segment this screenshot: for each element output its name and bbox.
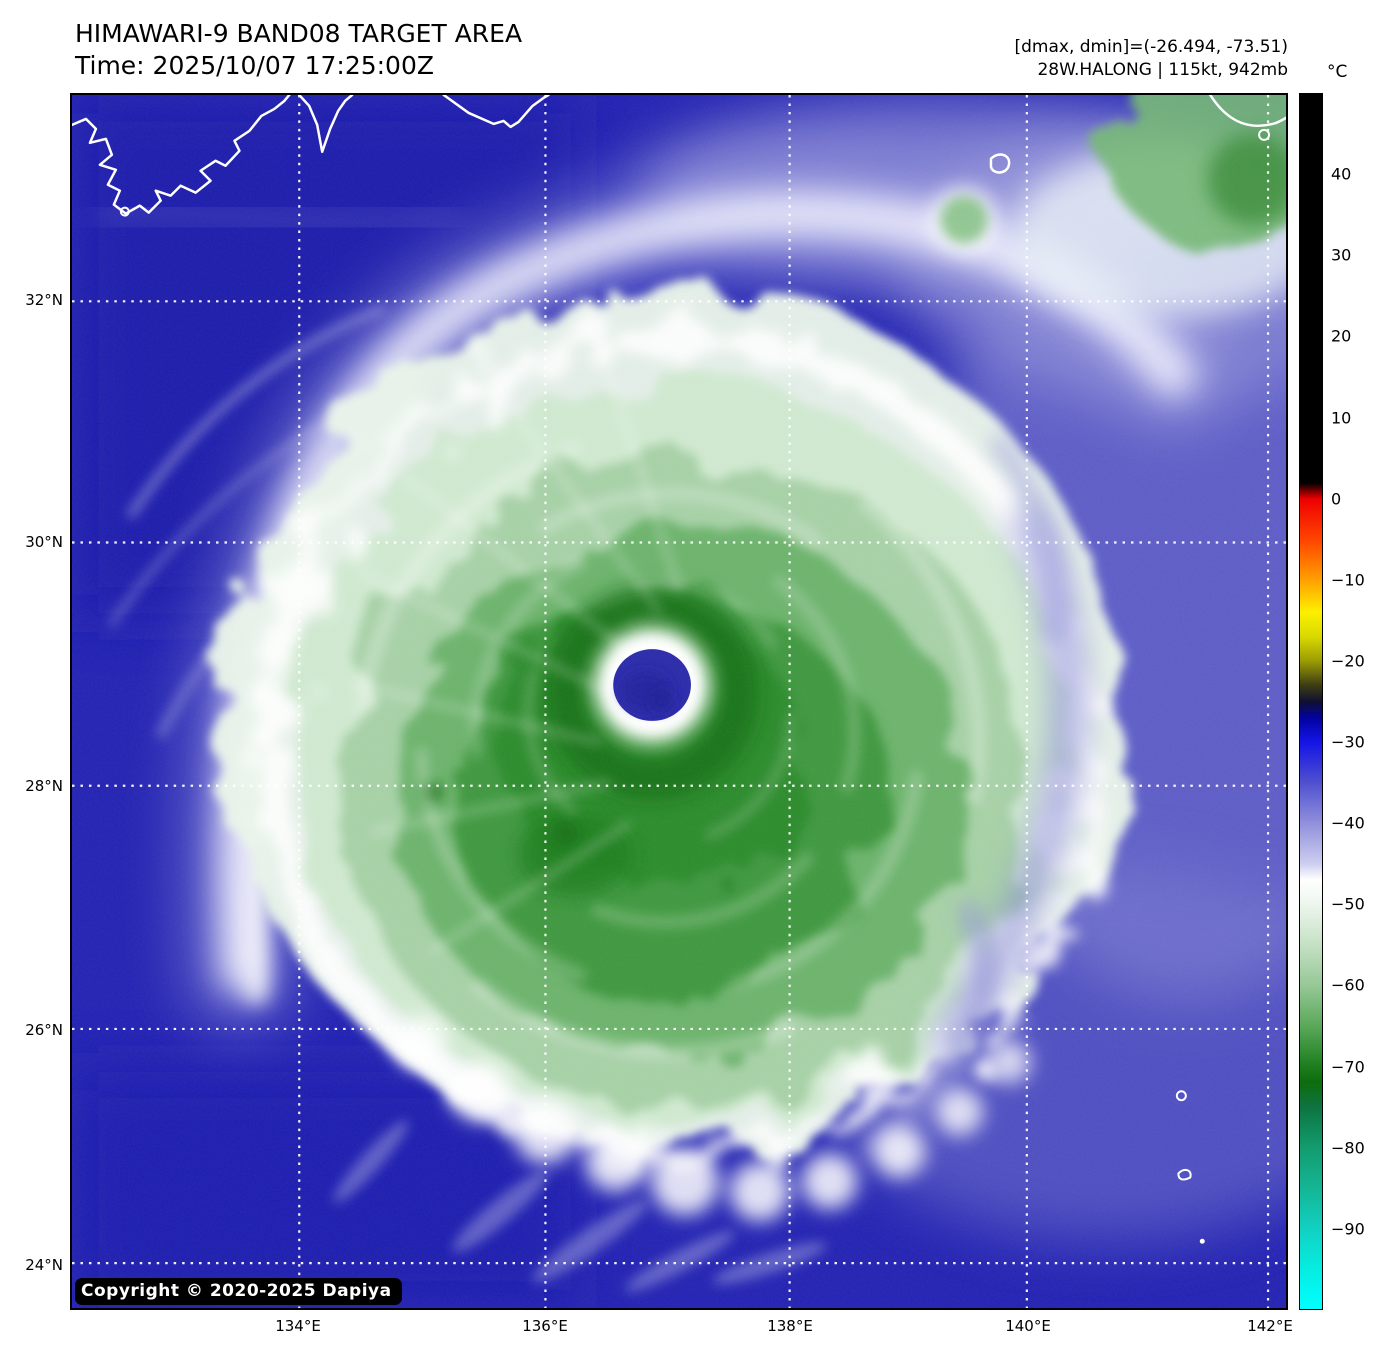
lat-tick-label: 28°N [25,777,63,795]
lat-tick-label: 26°N [25,1021,63,1039]
colorbar-tick-label: −30 [1331,733,1365,752]
satellite-map: Copyright © 2020-2025 Dapiya [70,93,1288,1310]
colorbar-tick-label: −70 [1331,1057,1365,1076]
lat-tick-label: 32°N [25,291,63,309]
image-grain [72,95,1286,1308]
lon-tick-label: 140°E [1005,1317,1051,1335]
copyright-badge: Copyright © 2020-2025 Dapiya [75,1278,402,1305]
colorbar-unit-label: °C [1327,62,1347,82]
storm-info: 28W.HALONG | 115kt, 942mb [1015,59,1289,82]
title-block: HIMAWARI-9 BAND08 TARGET AREA Time: 2025… [75,18,522,82]
colorbar-tick-label: −20 [1331,651,1365,670]
colorbar-tick-label: 20 [1331,327,1351,346]
colorbar-tick-label: −10 [1331,570,1365,589]
lat-tick-label: 30°N [25,533,63,551]
longitude-tick-labels: 134°E136°E138°E140°E142°E [70,1317,1288,1341]
lat-tick-label: 24°N [25,1256,63,1274]
lon-tick-label: 142°E [1247,1317,1293,1335]
lon-tick-label: 136°E [522,1317,568,1335]
info-block: [dmax, dmin]=(-26.494, -73.51) 28W.HALON… [1015,36,1289,82]
colorbar-tick-label: 30 [1331,246,1351,265]
colorbar-tick-label: −40 [1331,814,1365,833]
lon-tick-label: 138°E [767,1317,813,1335]
colorbar-tick-label: −60 [1331,976,1365,995]
colorbar-tick-label: 40 [1331,165,1351,184]
colorbar-gradient [1299,93,1323,1310]
timestamp: Time: 2025/10/07 17:25:00Z [75,50,522,82]
colorbar-tick-label: 10 [1331,408,1351,427]
page-title: HIMAWARI-9 BAND08 TARGET AREA [75,18,522,50]
colorbar-tick-label: −80 [1331,1138,1365,1157]
colorbar-tick-label: −90 [1331,1219,1365,1238]
colorbar-tick-label: 0 [1331,489,1341,508]
satellite-image [72,95,1286,1308]
colorbar-tick-labels: 40 30 20 10 0 −10 −20 −30 −40 −50 −60 −70 −80 −90 [1331,93,1386,1310]
lon-tick-label: 134°E [275,1317,321,1335]
dmax-dmin-readout: [dmax, dmin]=(-26.494, -73.51) [1015,36,1289,59]
colorbar-tick-label: −50 [1331,895,1365,914]
latitude-tick-labels: 32°N 30°N 28°N 26°N 24°N [0,93,63,1310]
